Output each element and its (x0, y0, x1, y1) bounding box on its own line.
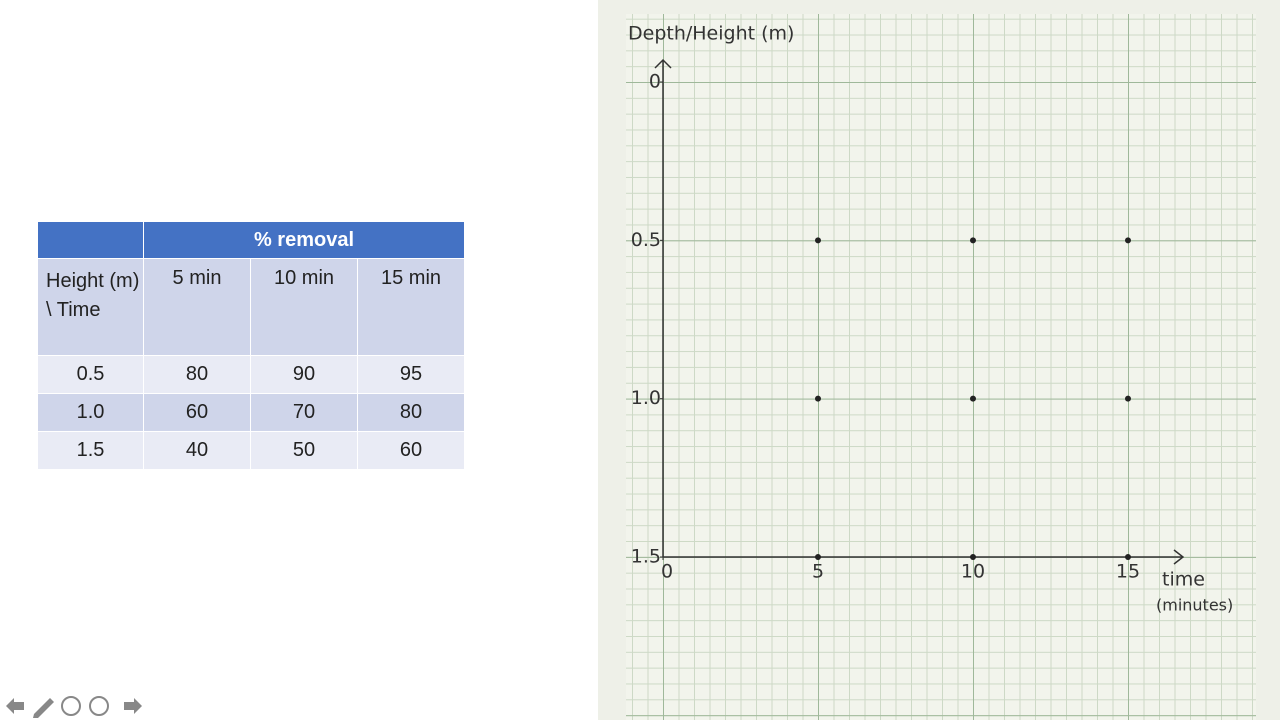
cell: 60 (144, 394, 250, 431)
next-button[interactable] (124, 698, 142, 714)
cell: 1.5 (38, 432, 143, 469)
column-header: 10 min (251, 259, 357, 355)
cell: 50 (251, 432, 357, 469)
y-tick-label: 0 (649, 71, 661, 93)
removal-table: % removal Height (m) \ Time 5 min 10 min… (37, 221, 465, 470)
cell: 40 (144, 432, 250, 469)
cell: 95 (358, 356, 464, 393)
point (1125, 237, 1131, 244)
x-axis-arrow (1173, 549, 1185, 565)
x-tick-label: 0 (661, 561, 673, 583)
group-header: % removal (144, 222, 464, 258)
pen-button[interactable] (33, 698, 54, 718)
y-axis-arrow (654, 58, 672, 69)
y-axis-title: Depth/Height (m) (628, 23, 794, 45)
y-tick-label: 0.5 (631, 229, 661, 251)
cell: 70 (251, 394, 357, 431)
point (970, 395, 976, 402)
point (1125, 554, 1131, 560)
x-tick-label: 10 (961, 561, 985, 583)
point (815, 554, 821, 560)
slide-nav[interactable] (4, 694, 144, 718)
cell: 90 (251, 356, 357, 393)
x-tick-label: 5 (812, 561, 824, 583)
x-axis-unit: (minutes) (1156, 596, 1233, 615)
x-tick-label: 15 (1116, 561, 1140, 583)
cell: 0.5 (38, 356, 143, 393)
point (815, 395, 821, 402)
y-tick-label: 1.5 (631, 546, 661, 568)
cell: 80 (144, 356, 250, 393)
point (1125, 395, 1131, 402)
point (970, 237, 976, 244)
point (815, 237, 821, 244)
view-button[interactable] (61, 696, 81, 716)
cell: 80 (358, 394, 464, 431)
menu-button[interactable] (89, 696, 109, 716)
corner-cell (38, 222, 143, 258)
point (970, 554, 976, 560)
column-header: 15 min (358, 259, 464, 355)
column-header: 5 min (144, 259, 250, 355)
y-tick-label: 1.0 (631, 387, 661, 409)
x-axis-title: time (1162, 569, 1205, 591)
cell: 1.0 (38, 394, 143, 431)
column-header: Height (m) \ Time (38, 259, 143, 355)
prev-button[interactable] (6, 698, 24, 714)
grid (626, 14, 1256, 720)
cell: 60 (358, 432, 464, 469)
